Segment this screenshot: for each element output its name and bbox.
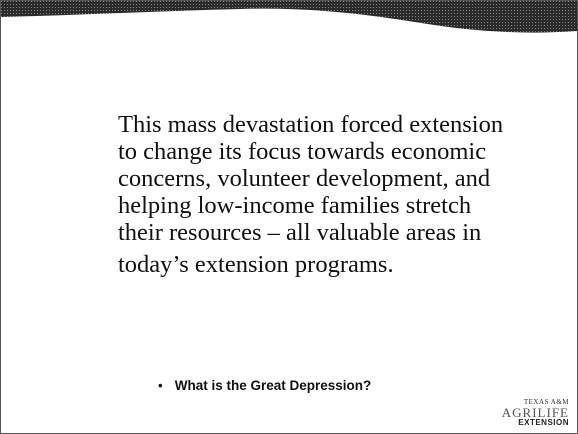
body-line: today’s extension programs. [118,251,503,278]
wave-shape [1,1,577,33]
body-line: their resources – all valuable areas in [118,219,503,246]
body-line: This mass devastation forced extension [118,111,503,138]
bullet-dot: • [158,378,163,393]
body-line: helping low-income families stretch [118,192,503,219]
logo: TEXAS A&M AGRILIFE EXTENSION [502,399,569,427]
body-text: This mass devastation forced extension t… [118,111,503,278]
slide: This mass devastation forced extension t… [0,0,578,434]
logo-bottom: EXTENSION [502,419,569,427]
header-wave [1,1,577,41]
body-line: concerns, volunteer development, and [118,165,503,192]
body-line: to change its focus towards economic [118,138,503,165]
bullet-text: What is the Great Depression? [175,378,372,393]
bullet-item: • What is the Great Depression? [158,378,371,393]
page: This mass devastation forced extension t… [0,0,578,434]
